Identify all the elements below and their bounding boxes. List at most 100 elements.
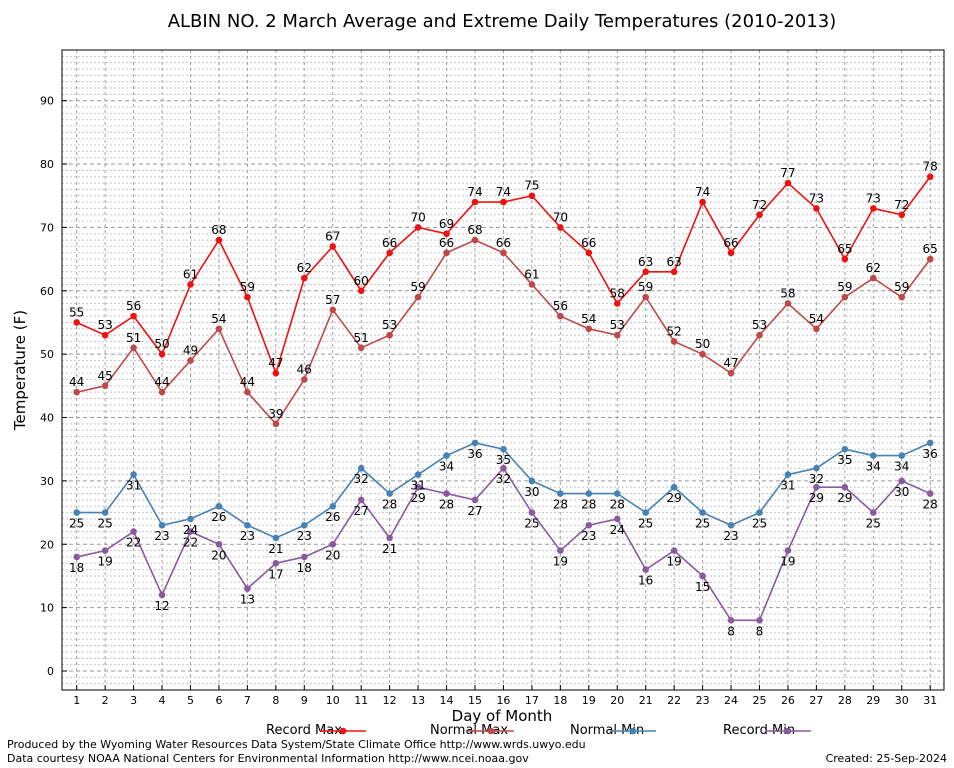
normal-min-point — [557, 490, 564, 497]
record-max-point — [813, 205, 820, 212]
record-min-data-label: 8 — [727, 624, 735, 638]
normal-max-point — [870, 274, 877, 282]
normal-min-point — [357, 464, 365, 472]
x-tick-label: 29 — [866, 694, 880, 707]
y-tick-label: 0 — [47, 665, 54, 678]
series — [73, 173, 934, 624]
normal-min-point — [187, 515, 194, 523]
normal-max-data-label: 54 — [211, 312, 226, 326]
record-max-data-label: 70 — [553, 210, 568, 224]
record-min-point — [670, 547, 678, 554]
record-min-data-label: 19 — [667, 555, 682, 569]
x-axis-label: Day of Month — [452, 707, 553, 725]
normal-max-data-label: 46 — [297, 363, 312, 377]
normal-min-data-label: 23 — [297, 529, 312, 543]
normal-max-point — [272, 420, 280, 428]
normal-max-data-label: 65 — [923, 242, 938, 256]
x-tick-label: 31 — [923, 694, 937, 707]
record-min-point — [841, 483, 849, 491]
normal-max-data-label: 52 — [667, 324, 682, 338]
legend: Record Max Normal Max Normal Min Record Min — [266, 723, 811, 738]
normal-max-data-label: 59 — [837, 280, 852, 294]
normal-min-point — [272, 534, 280, 542]
normal-min-point — [130, 471, 137, 478]
x-tick-label: 24 — [724, 694, 738, 707]
normal-max-point — [670, 338, 678, 345]
x-tick-label: 26 — [781, 694, 795, 707]
record-min-point — [158, 591, 166, 599]
y-tick-label: 50 — [40, 348, 54, 361]
y-tick-label: 80 — [40, 158, 54, 171]
normal-min-data-label: 30 — [524, 485, 539, 499]
x-tick-label: 2 — [102, 694, 109, 707]
normal-min-point — [898, 452, 906, 459]
record-max-data-label: 60 — [354, 274, 369, 288]
normal-max-point — [727, 369, 735, 377]
record-max-data-label: 75 — [524, 179, 539, 193]
normal-min-data-label: 25 — [638, 517, 653, 531]
record-max-data-label: 74 — [695, 185, 710, 199]
x-tick-label: 11 — [354, 694, 368, 707]
normal-max-data-label: 51 — [354, 331, 369, 345]
y-tick-label: 70 — [40, 221, 54, 234]
record-max-point — [73, 319, 80, 326]
normal-max-point — [557, 312, 564, 320]
record-min-point — [329, 540, 337, 548]
normal-min-data-label: 21 — [268, 542, 283, 556]
record-min-data-label: 15 — [695, 580, 710, 594]
record-min-data-label: 25 — [524, 517, 539, 531]
normal-min-point — [870, 452, 877, 459]
record-max-data-label: 66 — [723, 236, 738, 250]
record-min-data-label: 20 — [325, 548, 340, 562]
record-min-point — [585, 521, 593, 529]
normal-max-point — [500, 249, 507, 257]
record-min-point — [784, 547, 792, 554]
x-tick-label: 23 — [696, 694, 710, 707]
normal-min-data-label: 23 — [723, 529, 738, 543]
normal-min-point — [784, 471, 792, 478]
normal-min-point — [471, 439, 479, 447]
record-max-point — [386, 249, 393, 257]
x-tick-label: 4 — [159, 694, 166, 707]
record-min-point — [357, 496, 365, 504]
legend-marker-record-max — [339, 727, 347, 735]
record-min-data-label: 22 — [126, 536, 141, 550]
record-min-point — [73, 553, 80, 561]
record-max-data-label: 73 — [866, 191, 881, 205]
x-tick-label: 16 — [496, 694, 510, 707]
normal-max-point — [756, 331, 763, 339]
normal-min-data-label: 25 — [98, 517, 113, 531]
y-tick-label: 40 — [40, 412, 54, 425]
normal-max-point — [386, 331, 393, 339]
record-max-point — [130, 312, 137, 320]
normal-min-point — [215, 502, 223, 510]
record-max-point — [272, 369, 280, 377]
x-tick-label: 12 — [383, 694, 397, 707]
normal-max-data-label: 49 — [183, 343, 198, 357]
record-max-point — [670, 268, 678, 276]
x-tick-label: 28 — [838, 694, 852, 707]
normal-max-data-label: 45 — [98, 369, 113, 383]
normal-min-point — [756, 509, 763, 516]
normal-max-data-label: 66 — [496, 236, 511, 250]
record-max-data-label: 53 — [98, 318, 113, 332]
record-max-point — [301, 274, 308, 282]
record-max-data-label: 56 — [126, 299, 141, 313]
record-min-point — [727, 616, 735, 624]
normal-min-data-label: 23 — [154, 529, 169, 543]
normal-min-point — [841, 445, 849, 453]
normal-max-point — [215, 325, 223, 333]
record-min-point — [414, 483, 422, 491]
normal-min-point — [301, 521, 308, 529]
record-max-point — [414, 224, 422, 231]
record-min-data-label: 19 — [98, 555, 113, 569]
data-labels: 55 53 56 50 61 68 59 47 62 67 60 66 70 69 74 74 75 70 66 58… — [69, 160, 938, 639]
record-max-point — [898, 211, 906, 219]
record-max-data-label: 62 — [297, 261, 312, 275]
record-min-data-label: 17 — [268, 567, 283, 581]
record-min-point — [471, 496, 479, 504]
record-min-point — [642, 566, 649, 573]
record-max-point — [215, 236, 223, 244]
normal-max-data-label: 51 — [126, 331, 141, 345]
